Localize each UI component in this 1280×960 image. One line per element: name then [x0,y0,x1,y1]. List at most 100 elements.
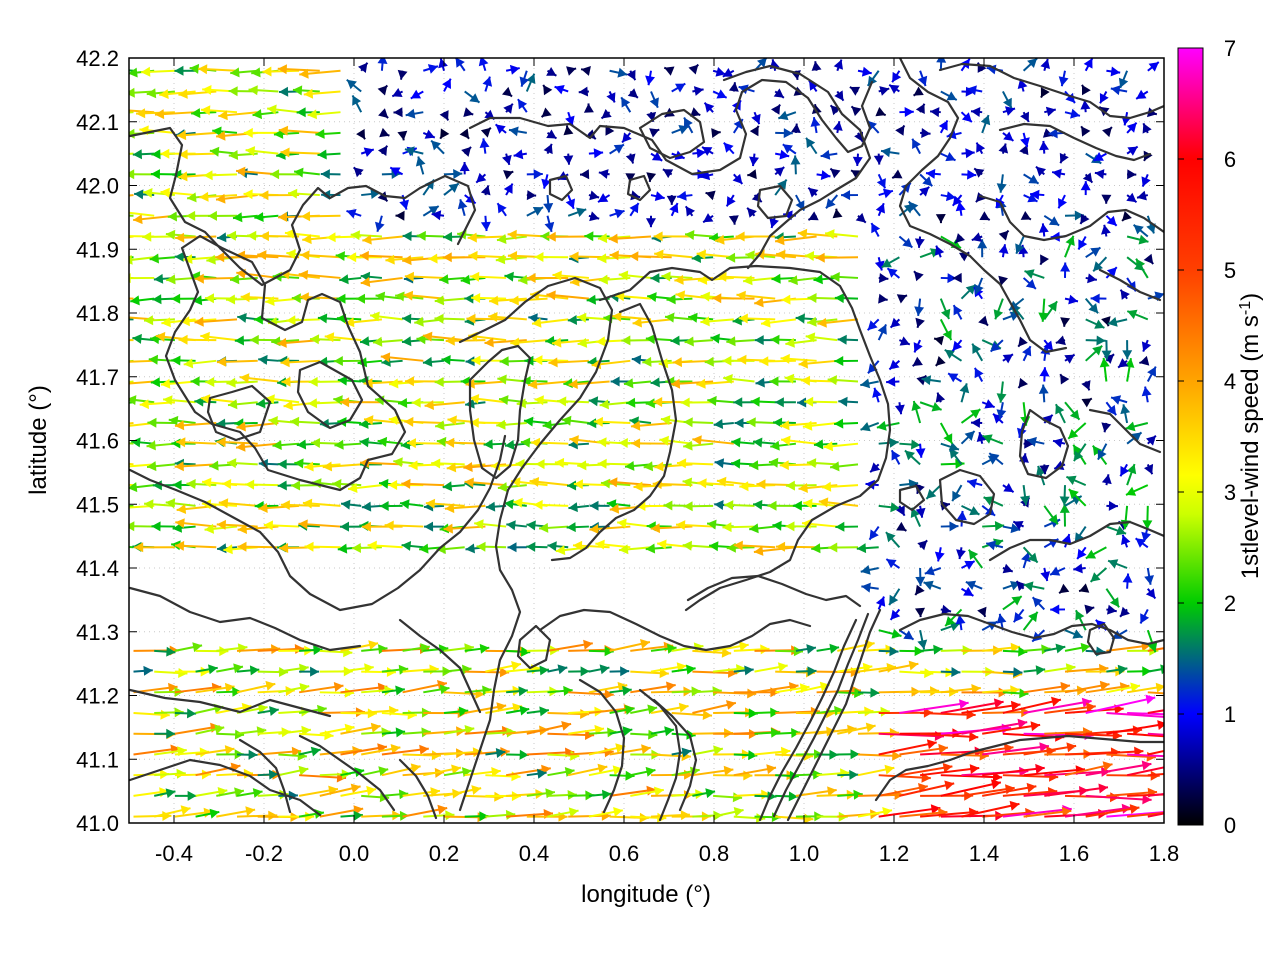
wind-vector [544,215,555,233]
wind-vector [555,545,590,556]
wind-vector [899,668,934,679]
x-tick-label: 0.4 [519,841,550,866]
colorbar-tick-label: 5 [1224,258,1236,283]
wind-vector [798,358,838,369]
wind-vector [133,665,153,676]
wind-vector [265,296,300,306]
wind-vector [633,481,672,492]
wind-vector [749,153,759,167]
wind-vector [1085,335,1106,346]
wind-vector [760,317,797,328]
wind-vector [618,544,652,555]
contour-line [626,174,652,202]
wind-vector [423,764,462,777]
wind-vector [829,461,859,472]
wind-vector [775,813,814,823]
wind-vector [393,107,403,118]
contour-line [978,194,1164,242]
wind-vector [1126,682,1164,694]
wind-vector [1122,340,1133,360]
wind-vector [1141,386,1152,403]
wind-vector [381,789,409,800]
wind-vector [547,541,569,552]
wind-vector [956,547,966,560]
wind-vector [402,804,448,818]
wind-vector [791,123,801,133]
wind-vector [1043,505,1059,525]
wind-vector [850,105,862,117]
wind-vector [751,111,761,125]
wind-vector [505,64,520,75]
wind-vector [894,402,905,415]
wind-vector [772,417,796,428]
wind-vector [974,277,984,295]
wind-vector [361,501,382,512]
wind-vector [629,251,672,262]
wind-vector [935,214,946,224]
wind-vector [1064,761,1113,777]
wind-vector [1146,435,1157,446]
wind-vector [402,750,441,761]
wind-vector [684,205,695,217]
wind-vector [795,786,837,797]
wind-vector [913,86,924,97]
wind-vector [1064,294,1079,305]
wind-vector [891,70,902,83]
wind-vector [257,706,279,716]
wind-vector [982,434,1004,445]
wind-vector [830,272,859,282]
wind-vector [895,505,906,517]
contour-line [468,344,532,480]
wind-vector [881,256,900,269]
wind-vector [245,479,279,490]
wind-vector [401,478,445,489]
wind-vector [216,663,244,674]
wind-vector [267,104,300,115]
wind-vector [346,209,362,219]
wind-vector [1064,210,1084,221]
wind-vector [254,212,279,222]
contour-line [898,484,926,512]
wind-vector [1146,366,1157,383]
wind-vector [141,66,175,77]
wind-vector [1085,794,1152,805]
wind-vector [1030,189,1045,200]
wind-vector [630,420,672,431]
wind-vector [565,194,575,210]
wind-vector [773,88,785,99]
wind-vector [1106,682,1141,694]
wind-vector [614,291,652,302]
wind-vector [899,107,914,117]
wind-vector [955,201,966,216]
wind-vector [682,540,714,551]
wind-vector [1106,525,1127,536]
wind-vector [243,189,279,200]
wind-vector [489,295,527,306]
wind-vector [896,521,907,532]
wind-vectors [129,58,1164,823]
wind-vector [132,149,155,160]
wind-vector [747,169,757,180]
wind-vector [445,437,486,448]
y-tick-label: 41.4 [76,556,119,581]
wind-vector [1012,608,1025,623]
wind-vector [712,67,726,77]
wind-vector [464,685,492,696]
wind-vector [543,194,554,213]
wind-vector [424,521,445,532]
wind-vector [1023,697,1092,715]
wind-vector [415,156,426,175]
wind-vector [1059,152,1069,164]
wind-vector [1002,483,1015,493]
wind-vector [201,477,238,488]
wind-vector [857,66,872,77]
wind-vector [480,185,491,196]
wind-vector [597,193,611,203]
wind-vector [542,84,553,96]
wind-vector [1061,533,1072,548]
wind-vector [1059,373,1070,385]
wind-vector [195,646,229,657]
wind-vector [405,108,424,119]
wind-vector [724,500,755,511]
wind-vector [1002,595,1023,611]
